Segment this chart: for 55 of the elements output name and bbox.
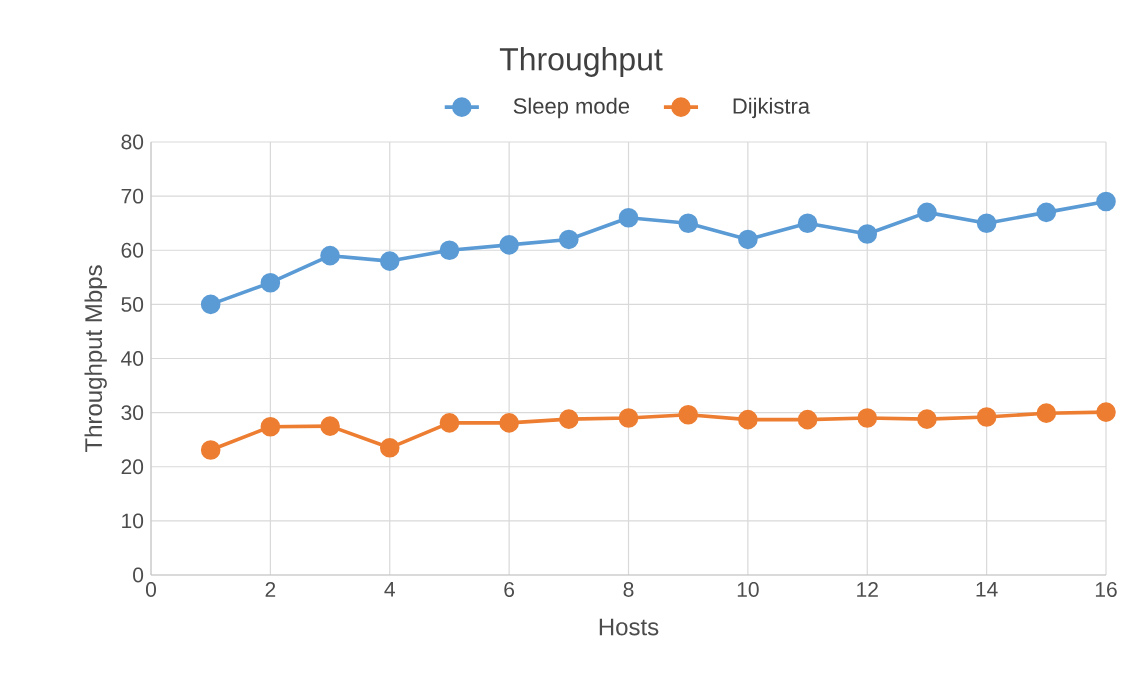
y-tick-label: 20	[121, 459, 144, 475]
point	[559, 409, 579, 429]
y-tick-label: 40	[121, 351, 144, 366]
point	[320, 245, 340, 266]
legend-label: Dijkistra	[733, 97, 811, 119]
point	[379, 251, 400, 271]
point	[797, 213, 818, 233]
x-tick-label: 4	[384, 582, 395, 597]
y-tick-label: 30	[121, 405, 144, 421]
point	[379, 438, 400, 458]
y-tick-label: 50	[121, 296, 144, 312]
point	[260, 272, 281, 293]
point	[439, 240, 460, 261]
point	[857, 408, 878, 428]
point	[618, 408, 639, 428]
x-tick-label: 2	[265, 582, 276, 597]
x-tick-label: 8	[623, 582, 634, 597]
point	[976, 407, 997, 427]
x-axis-title: Hosts	[599, 618, 659, 636]
y-tick-label: 0	[133, 567, 144, 583]
y-axis-title: Throughput Mbps	[84, 265, 107, 453]
point	[618, 207, 639, 228]
point	[738, 409, 758, 430]
point	[1096, 402, 1116, 422]
y-tick-label: 60	[121, 242, 144, 258]
x-tick-label: 14	[976, 582, 998, 597]
point	[1036, 403, 1057, 423]
x-tick-label: 0	[145, 582, 157, 597]
point	[917, 202, 937, 223]
y-tick-label: 80	[121, 134, 144, 150]
point	[678, 213, 698, 233]
point	[499, 413, 519, 433]
y-tick-label: 70	[121, 188, 144, 204]
point	[260, 416, 281, 437]
x-tick-label: 6	[504, 582, 515, 597]
x-tick-label: 12	[857, 582, 878, 597]
point	[1036, 202, 1057, 223]
point	[797, 409, 818, 430]
point	[499, 235, 519, 255]
point	[439, 413, 460, 433]
point	[917, 409, 937, 429]
point	[559, 229, 579, 250]
point	[320, 416, 340, 436]
point	[200, 440, 221, 460]
point	[976, 213, 997, 233]
point	[1096, 191, 1116, 212]
chart-title: Throughput	[499, 47, 663, 77]
point	[678, 404, 698, 425]
point	[200, 294, 221, 315]
legend-label: Sleep mode	[513, 97, 630, 119]
point	[738, 229, 758, 250]
y-tick-label: 10	[122, 513, 144, 529]
x-tick-label: 10	[737, 582, 759, 597]
point	[857, 224, 878, 244]
x-tick-label: 16	[1095, 582, 1117, 597]
